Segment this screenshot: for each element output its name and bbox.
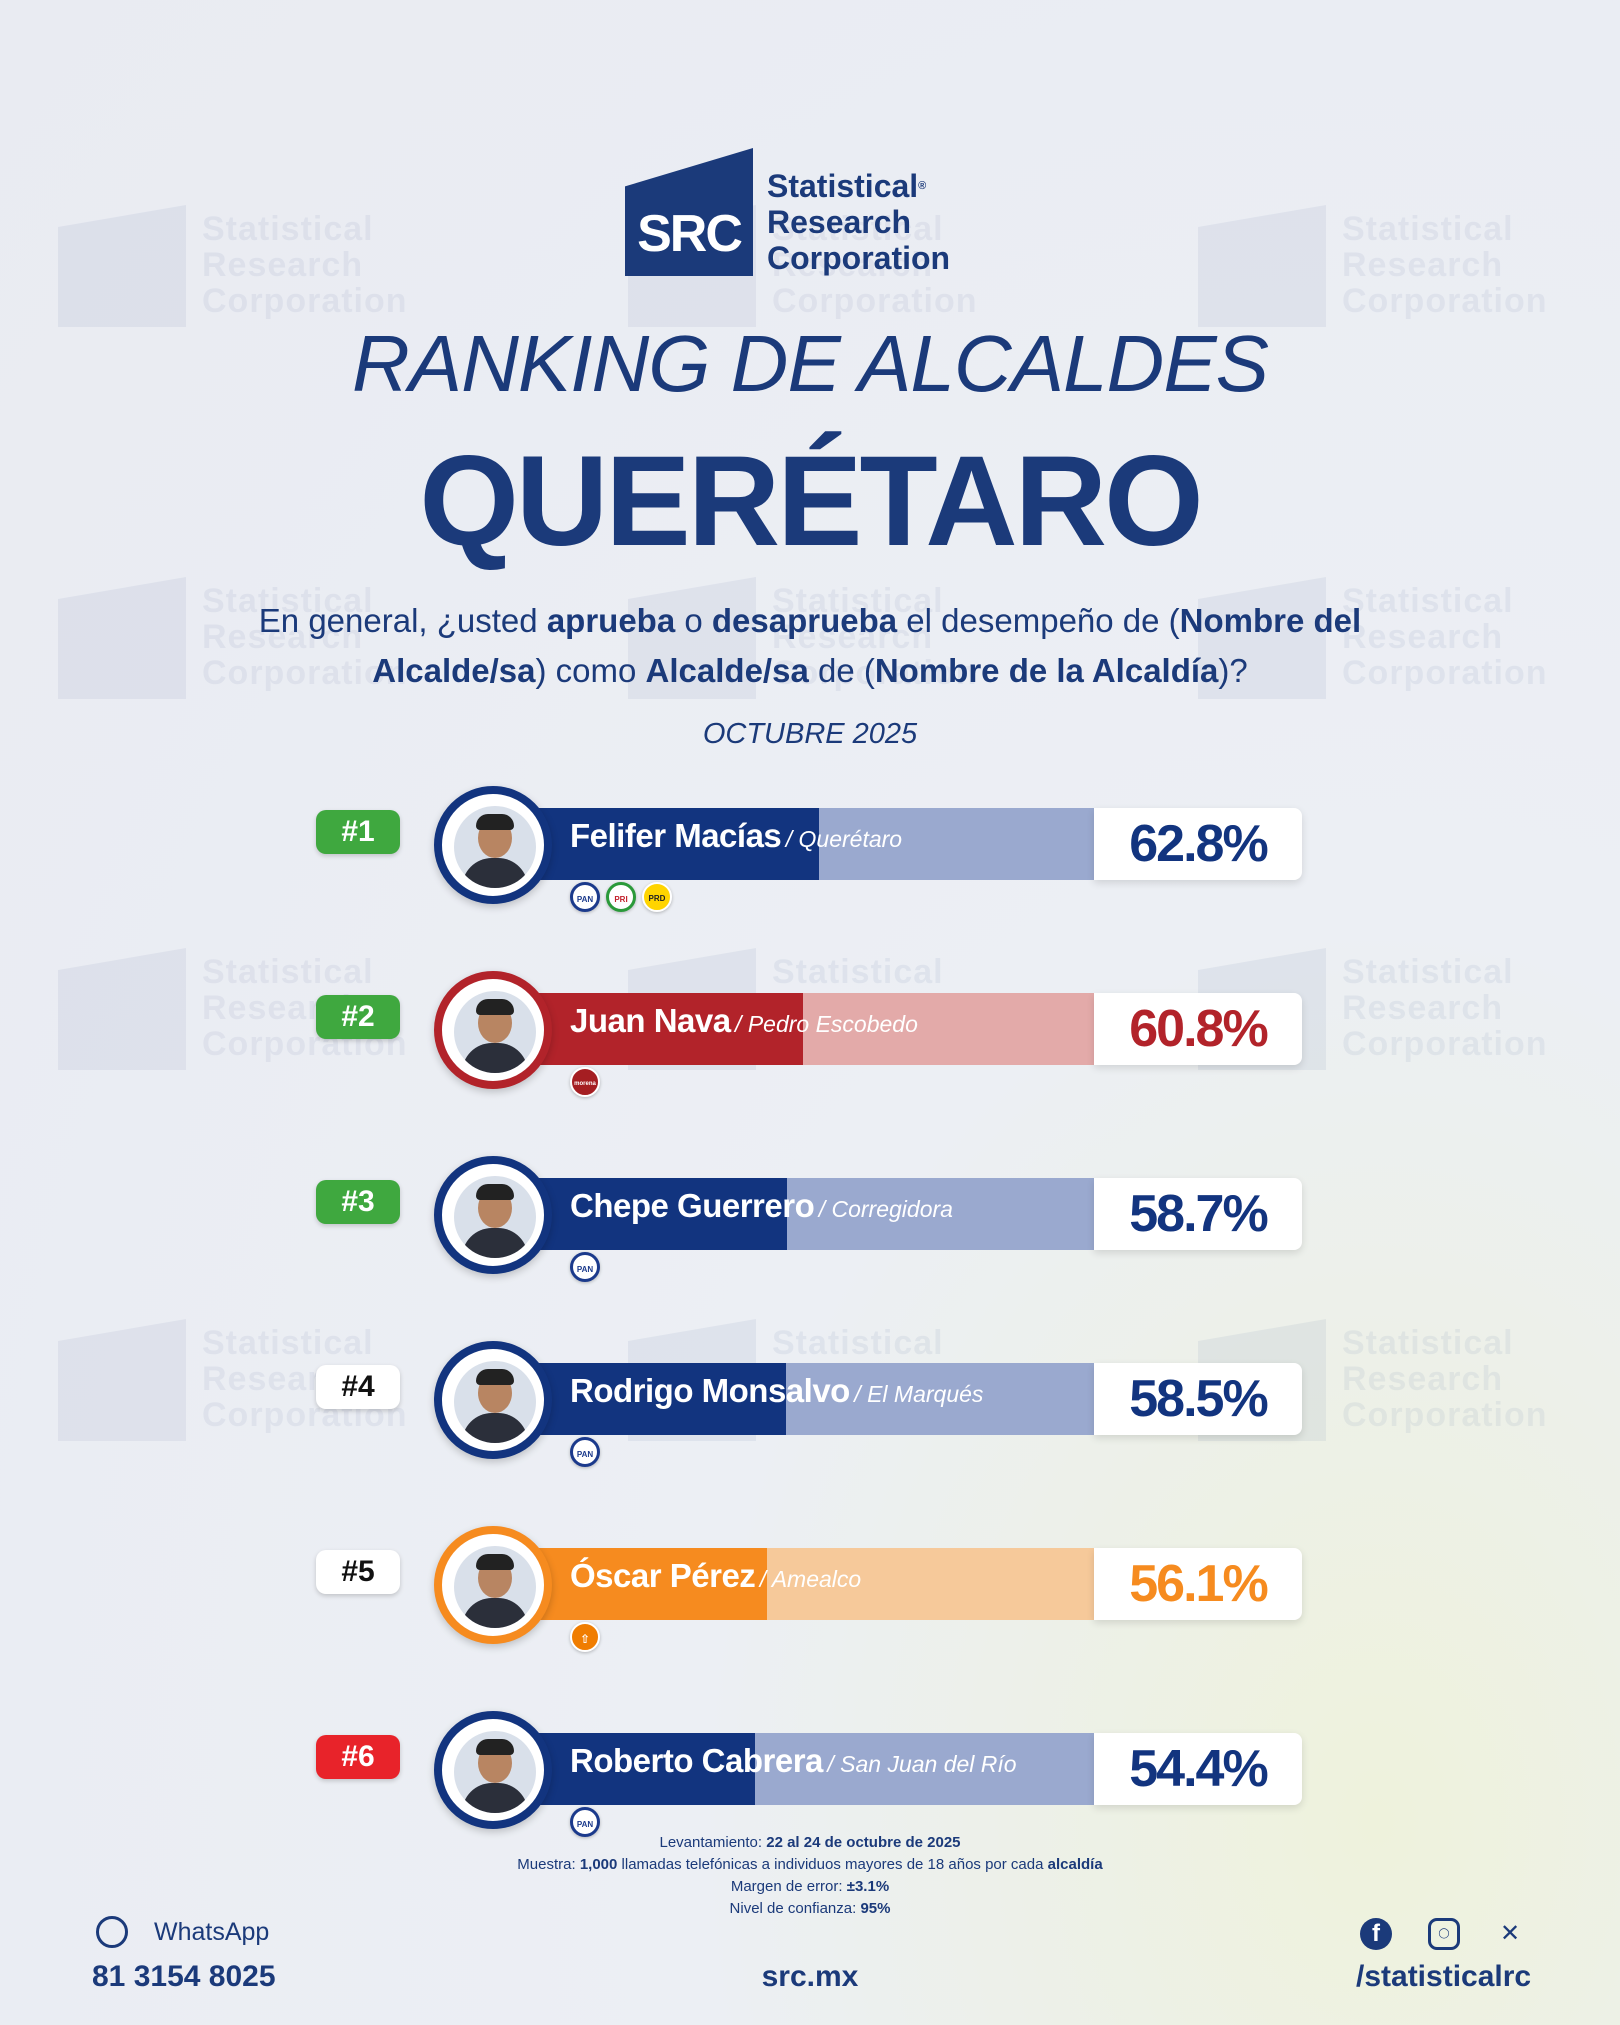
ranking-row: #3 58.7% Chepe Guerrero / Corregidora PAN	[0, 1138, 1620, 1282]
approval-bar-track	[786, 1363, 1100, 1435]
approval-value-label: 56.1%	[1129, 1555, 1268, 1613]
mayor-photo	[434, 971, 552, 1089]
fieldwork-dates: Levantamiento: 22 al 24 de octubre de 20…	[659, 1834, 961, 1851]
approval-bar-track	[803, 993, 1100, 1065]
value-box: 58.7%	[1094, 1178, 1302, 1250]
logo-line-3: Corporation	[767, 240, 951, 276]
x-icon[interactable]: ✕	[1499, 1920, 1521, 1947]
municipality-name: / El Marqués	[854, 1381, 984, 1407]
logo-mark-letters: SRC	[637, 205, 743, 263]
src-logo-mark: SRC	[625, 148, 753, 276]
value-box: 54.4%	[1094, 1733, 1302, 1805]
municipality-name: / Amealco	[759, 1566, 862, 1592]
value-box: 60.8%	[1094, 993, 1302, 1065]
rank-badge: #2	[316, 995, 400, 1039]
logo-line-1: Statistical	[767, 168, 919, 204]
page-title: RANKING DE ALCALDES	[351, 319, 1269, 408]
mayor-photo	[434, 786, 552, 904]
rank-badge: #5	[316, 1550, 400, 1594]
party-logo-mc: ⇧	[570, 1622, 600, 1652]
party-logo-pan: PAN	[570, 1252, 600, 1282]
rank-badge: #4	[316, 1365, 400, 1409]
methodology-notes: Levantamiento: 22 al 24 de octubre de 20…	[0, 1832, 1620, 1920]
mayor-name-label: Felifer Macías / Querétaro	[570, 817, 902, 855]
approval-bar-track	[819, 808, 1100, 880]
ranking-row: #2 60.8% Juan Nava / Pedro Escobedo morena	[0, 953, 1620, 1097]
website-link[interactable]: src.mx	[761, 1960, 859, 1993]
whatsapp-label: WhatsApp	[154, 1918, 270, 1946]
value-box: 58.5%	[1094, 1363, 1302, 1435]
value-box: 56.1%	[1094, 1548, 1302, 1620]
registered-mark: ®	[918, 180, 927, 192]
mayor-name-label: Roberto Cabrera / San Juan del Río	[570, 1742, 1017, 1780]
mayor-photo	[434, 1526, 552, 1644]
survey-question: En general, ¿usted aprueba o desaprueba …	[258, 602, 1362, 689]
mayor-photo	[434, 1711, 552, 1829]
mayor-name: Roberto Cabrera	[570, 1742, 823, 1779]
mayor-name: Felifer Macías	[570, 817, 782, 854]
party-logo-pri: PRI	[606, 882, 636, 912]
whatsapp-phone[interactable]: 81 3154 8025	[92, 1960, 276, 1993]
mayor-photo	[434, 1341, 552, 1459]
src-logo: SRC Statistical® Research Corporation	[625, 148, 950, 276]
rank-badge: #1	[316, 810, 400, 854]
approval-bar-fill	[500, 808, 819, 880]
mayor-photo	[434, 1156, 552, 1274]
sample-description: Muestra: 1,000 llamadas telefónicas a in…	[517, 1856, 1103, 1873]
party-logo-morena: morena	[570, 1067, 600, 1097]
approval-bar	[500, 1178, 1100, 1250]
approval-bar-track	[767, 1548, 1100, 1620]
municipality-name: / San Juan del Río	[827, 1751, 1017, 1777]
rank-badge: #3	[316, 1180, 400, 1224]
approval-bar-track	[787, 1178, 1100, 1250]
municipality-name: / Querétaro	[785, 826, 903, 852]
approval-value-label: 58.7%	[1129, 1185, 1268, 1243]
ranking-row: #4 58.5% Rodrigo Monsalvo / El Marqués PAN	[0, 1323, 1620, 1467]
margin-of-error: Margen de error: ±3.1%	[730, 1878, 890, 1895]
value-box: 62.8%	[1094, 808, 1302, 880]
party-logo-pan: PAN	[570, 882, 600, 912]
social-handle[interactable]: /statisticalrc	[1356, 1960, 1532, 1993]
mayor-name: Juan Nava	[570, 1002, 731, 1039]
mayor-name: Óscar Pérez	[570, 1557, 756, 1594]
approval-bar-track	[755, 1733, 1100, 1805]
ranking-row: #1 62.8% Felifer Macías / Querétaro PAN PRI P…	[0, 768, 1620, 912]
survey-period: OCTUBRE 2025	[702, 718, 918, 750]
mayor-name-label: Chepe Guerrero / Corregidora	[570, 1187, 953, 1225]
mayor-name: Rodrigo Monsalvo	[570, 1372, 850, 1409]
social-icons: f ◯ ✕	[1360, 1918, 1540, 1952]
mayor-name: Chepe Guerrero	[570, 1187, 815, 1224]
facebook-icon[interactable]: f	[1360, 1918, 1392, 1950]
approval-value-label: 58.5%	[1129, 1370, 1268, 1428]
mayor-name-label: Óscar Pérez / Amealco	[570, 1557, 861, 1595]
municipality-name: / Corregidora	[818, 1196, 953, 1222]
confidence-level: Nivel de confianza: 95%	[729, 1900, 891, 1917]
mayor-name-label: Rodrigo Monsalvo / El Marqués	[570, 1372, 983, 1410]
party-logo-prd: PRD	[642, 882, 672, 912]
approval-bar	[500, 808, 1100, 880]
logo-wordmark: Statistical® Research Corporation	[767, 168, 950, 276]
logo-line-2: Research	[767, 204, 912, 240]
whatsapp-icon	[96, 1916, 128, 1948]
approval-value-label: 62.8%	[1129, 815, 1268, 873]
instagram-icon[interactable]: ◯	[1428, 1918, 1460, 1950]
party-logo-pan: PAN	[570, 1807, 600, 1837]
approval-value-label: 60.8%	[1129, 1000, 1268, 1058]
mayor-name-label: Juan Nava / Pedro Escobedo	[570, 1002, 918, 1040]
approval-value-label: 54.4%	[1129, 1740, 1268, 1798]
page-subtitle: QUERÉTARO	[419, 430, 1203, 573]
party-logo-pan: PAN	[570, 1437, 600, 1467]
ranking-row: #6 54.4% Roberto Cabrera / San Juan del Rí…	[0, 1693, 1620, 1837]
rank-badge: #6	[316, 1735, 400, 1779]
ranking-row: #5 56.1% Óscar Pérez / Amealco ⇧	[0, 1508, 1620, 1652]
municipality-name: / Pedro Escobedo	[735, 1011, 918, 1037]
